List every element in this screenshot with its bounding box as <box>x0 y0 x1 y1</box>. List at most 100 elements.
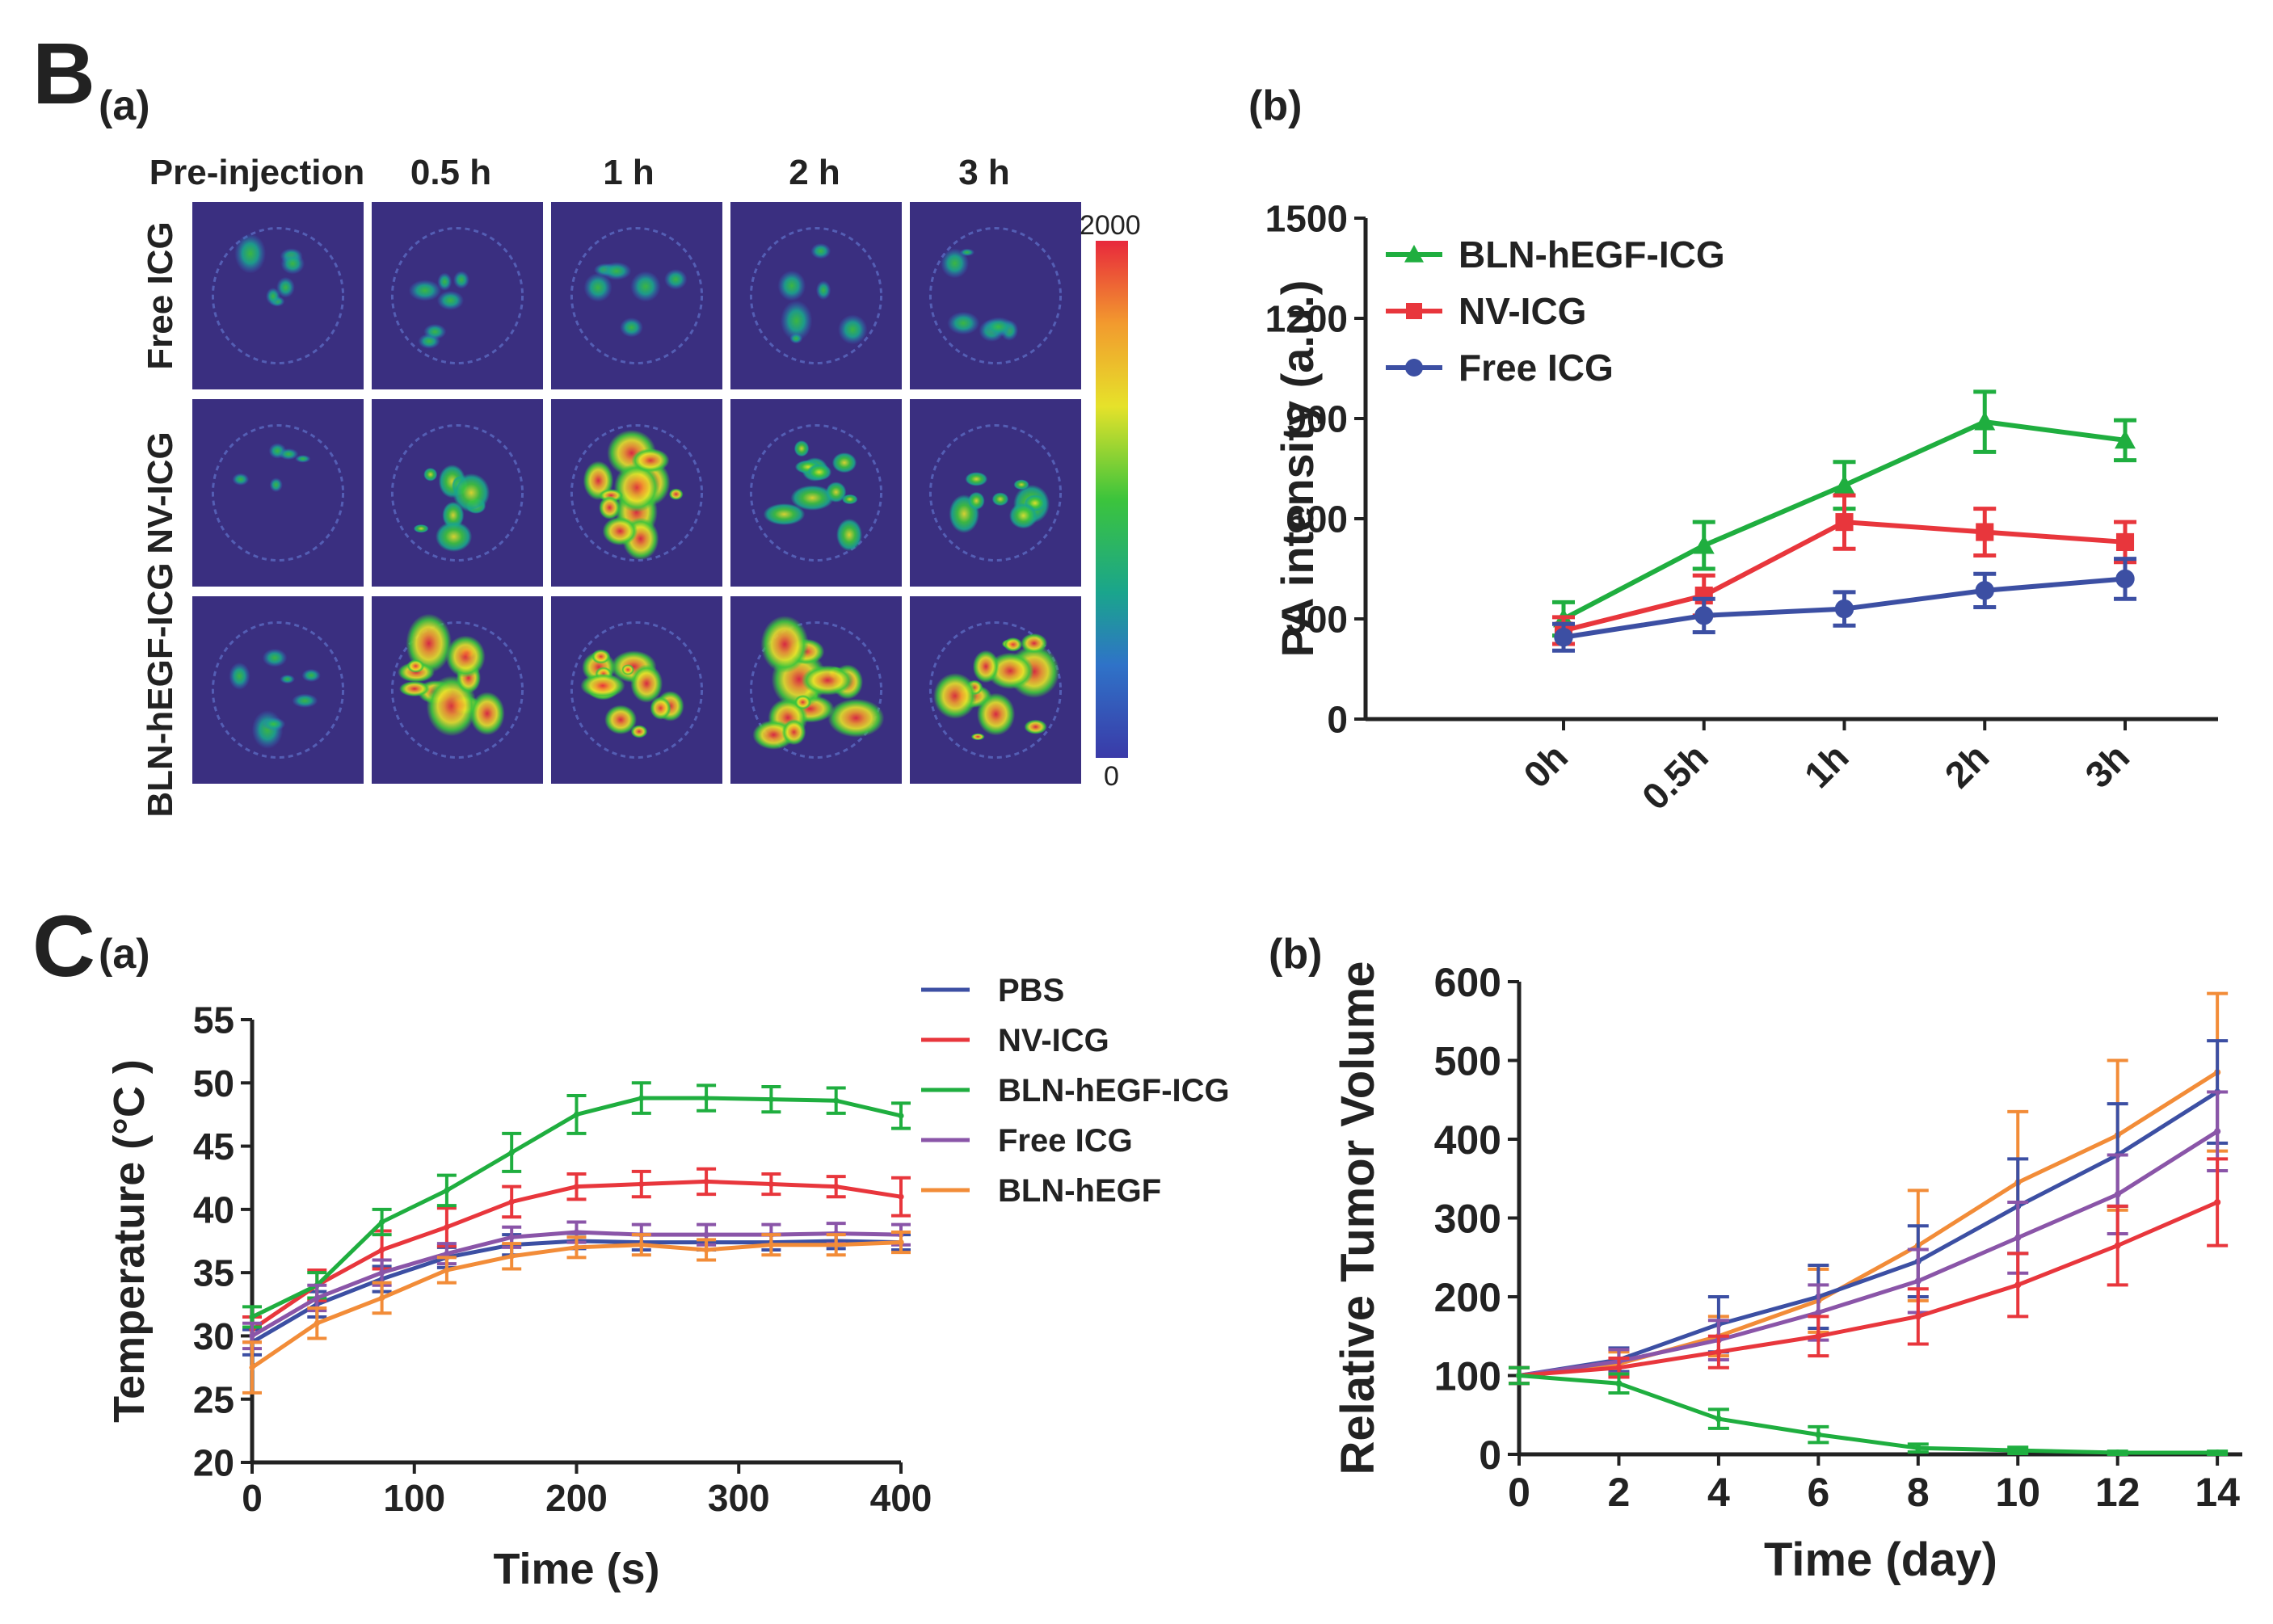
data-point <box>2115 569 2135 589</box>
time-header-1-h: 1 h <box>603 153 655 192</box>
signal-spot <box>445 635 486 678</box>
data-point <box>1974 411 1996 431</box>
x-tick-label: 12 <box>2095 1470 2140 1515</box>
tumor-outline <box>928 621 1063 759</box>
x-tick-label: 2h <box>1937 735 1997 796</box>
x-tick-label: 1h <box>1796 735 1857 796</box>
signal-spot <box>292 693 318 708</box>
data-point <box>898 1113 904 1119</box>
image-background <box>192 399 364 587</box>
data-point <box>703 1247 709 1253</box>
image-background <box>192 596 364 784</box>
signal-spot <box>469 692 505 735</box>
y-axis-label: PA intensity (a.u.) <box>1272 280 1323 658</box>
tumor-outline <box>749 621 883 759</box>
data-point <box>1914 1277 1922 1285</box>
y-tick-label: 100 <box>1434 1354 1501 1399</box>
signal-spot <box>789 333 803 344</box>
tumor-outline <box>570 423 704 562</box>
pa-image-free-icg-pre-injection <box>192 202 364 389</box>
signal-spot <box>452 473 490 512</box>
signal-spot <box>620 318 643 338</box>
pa-image-free-icg-3-h <box>910 202 1081 389</box>
y-tick-label: 30 <box>193 1315 234 1357</box>
panel-label-ca: (a) <box>99 931 150 978</box>
data-point <box>1694 606 1714 625</box>
tumor-outline <box>570 226 704 365</box>
y-tick-label: 400 <box>1434 1117 1501 1163</box>
image-background <box>910 202 1081 389</box>
x-tick-label: 6 <box>1807 1470 1829 1515</box>
signal-spot <box>278 448 299 461</box>
signal-spot <box>630 664 663 703</box>
data-point <box>508 1253 515 1260</box>
pa-image-bln-hegf-icg-3-h <box>910 596 1081 784</box>
x-tick-label: 3h <box>2077 735 2137 796</box>
x-tick-label: 300 <box>708 1477 770 1519</box>
signal-spot <box>398 680 431 697</box>
legend-label-bln-hegf-icg: BLN-hEGF-ICG <box>1459 234 1725 276</box>
data-point <box>768 1096 775 1103</box>
data-point <box>2014 1447 2022 1454</box>
y-axis-label: Temperature (°C ) <box>105 1059 154 1423</box>
signal-spot <box>262 717 286 731</box>
signal-spot <box>591 649 611 664</box>
signal-spot <box>583 272 612 302</box>
series-line <box>1518 1090 2219 1378</box>
data-point <box>2214 1449 2221 1457</box>
pa-imaging-grid: Pre-injection 0.5 h 1 h 2 h 3 h Free ICG NV-IC… <box>141 153 1081 818</box>
data-point <box>1554 628 1573 647</box>
signal-spot <box>423 323 447 340</box>
signal-spot <box>836 518 862 552</box>
legend-marker <box>1405 359 1423 377</box>
signal-spot <box>413 524 429 533</box>
signal-spot <box>827 698 885 738</box>
signal-spot <box>630 271 661 302</box>
data-point <box>2114 1191 2121 1198</box>
pa-image-nv-icg-1-h <box>551 399 722 587</box>
pa-image-bln-hegf-icg-pre-injection <box>192 596 364 784</box>
data-point <box>703 1231 709 1238</box>
data-point <box>249 1364 255 1371</box>
y-tick-label: 45 <box>193 1125 234 1168</box>
y-tick-label: 0 <box>1479 1433 1501 1478</box>
series-line <box>1518 1374 2218 1455</box>
x-tick-label: 0.5h <box>1634 735 1716 818</box>
signal-spot <box>991 492 1009 507</box>
signal-spot <box>423 467 438 482</box>
signal-spot <box>276 276 295 298</box>
series-line <box>1518 1200 2219 1378</box>
data-point <box>898 1193 904 1200</box>
data-point <box>508 1198 515 1205</box>
data-point <box>2214 1198 2221 1206</box>
data-point <box>768 1180 775 1188</box>
y-tick-label: 1200 <box>1265 298 1348 340</box>
data-point <box>1835 513 1854 532</box>
pa-image-free-icg-0-5-h <box>372 202 543 389</box>
x-tick-label: 0 <box>242 1477 263 1519</box>
signal-spot <box>406 659 425 673</box>
series-free-icg <box>1552 557 2136 653</box>
signal-spot <box>976 692 1016 736</box>
tumor-outline <box>928 226 1063 365</box>
data-point <box>833 1097 840 1104</box>
row-label-free-icg: Free ICG <box>141 221 180 369</box>
signal-spot <box>435 521 473 553</box>
signal-spot <box>793 694 812 710</box>
tumor-outline <box>928 423 1063 562</box>
signal-spot <box>266 287 280 305</box>
chart-tumor-volume: 0 100 200 300 400 500 600 0 2 4 6 8 10 12 14 Relative T… <box>1332 960 2242 1586</box>
signal-spot <box>967 491 985 511</box>
pa-image-nv-icg-2-h <box>730 399 902 587</box>
data-point <box>1834 599 1854 619</box>
signal-spot <box>947 311 980 335</box>
y-tick-label: 20 <box>193 1442 234 1484</box>
series-bln-hegf <box>242 1231 911 1395</box>
time-header-pre-injection: Pre-injection <box>149 153 365 192</box>
data-point <box>833 1184 840 1190</box>
signal-spot <box>810 243 831 259</box>
panel-letter-b: B <box>32 24 95 122</box>
data-point <box>508 1234 515 1240</box>
signal-spot <box>269 478 283 493</box>
y-tick-label: 300 <box>1434 1197 1501 1242</box>
